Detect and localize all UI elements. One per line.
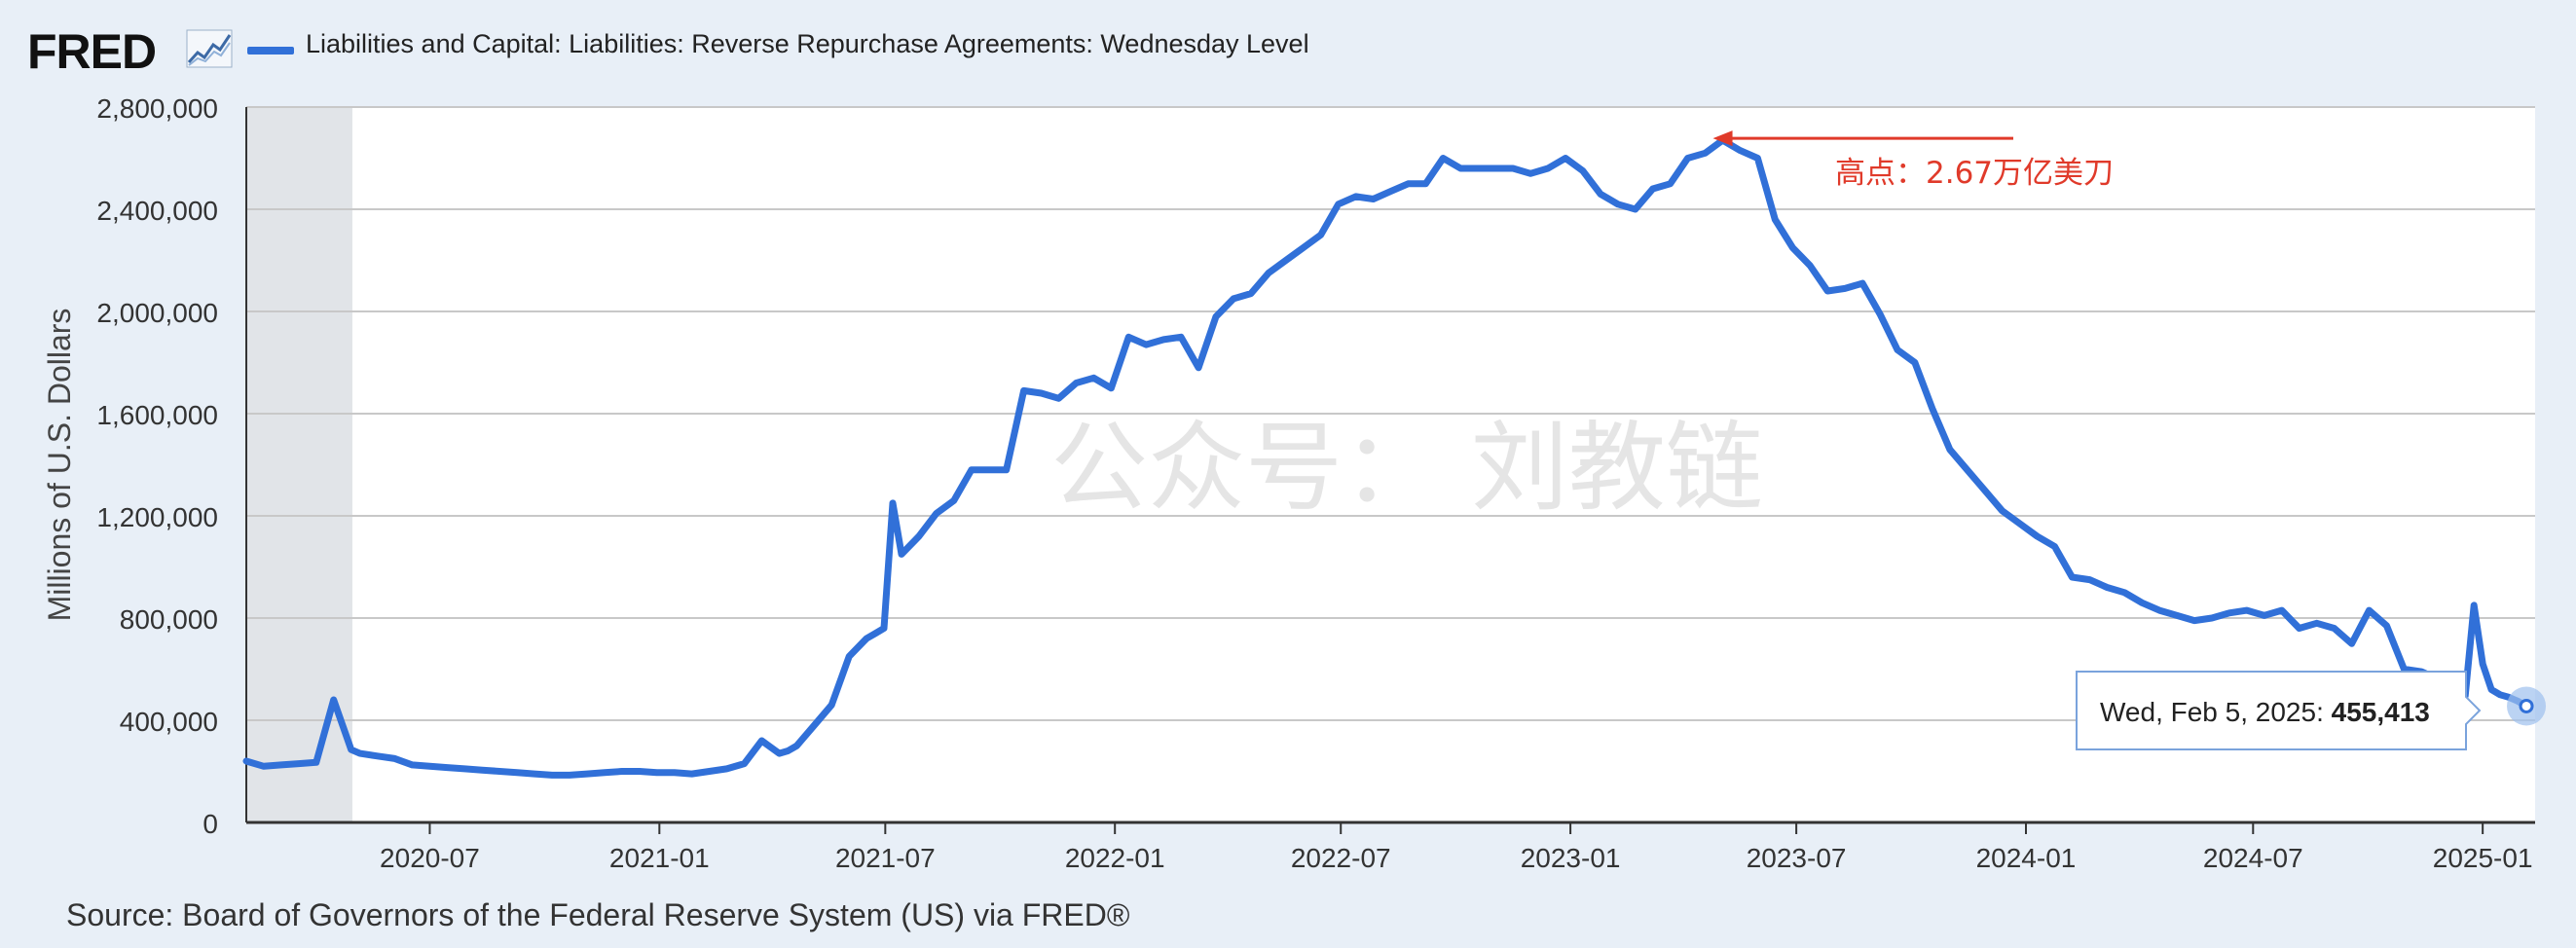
series-line[interactable]: [242, 136, 2530, 779]
highlight-point[interactable]: [2519, 698, 2534, 713]
x-tick-label: 2023-01: [1521, 843, 1621, 873]
x-tick-label: 2022-07: [1291, 843, 1391, 873]
legend-swatch: [247, 47, 294, 55]
trend-chart-icon: [186, 29, 233, 68]
source-note: Source: Board of Governors of the Federa…: [66, 897, 1130, 932]
y-tick-label: 1,600,000: [96, 400, 218, 430]
x-tick-label: 2024-01: [1976, 843, 2077, 873]
y-tick-label: 2,000,000: [96, 298, 218, 328]
watermark-text: 公众号： 刘教链: [1050, 411, 1763, 525]
tooltip-box: [2076, 671, 2482, 750]
peak-arrow-head: [1712, 130, 1733, 147]
y-tick-label: 1,200,000: [96, 502, 218, 532]
legend-series-label[interactable]: Liabilities and Capital: Liabilities: Re…: [306, 29, 1309, 58]
tooltip-text: Wed, Feb 5, 2025: 455,413: [2100, 697, 2430, 727]
y-tick-label: 2,400,000: [96, 196, 218, 226]
x-tick-label: 2024-07: [2203, 843, 2303, 873]
y-tick-label: 0: [202, 809, 218, 839]
x-tick-label: 2021-01: [609, 843, 710, 873]
y-tick-label: 400,000: [120, 707, 218, 737]
tooltip-date: Wed, Feb 5, 2025:: [2100, 697, 2332, 727]
x-tick-label: 2023-07: [1747, 843, 1847, 873]
x-tick-label: 2020-07: [380, 843, 480, 873]
peak-annotation-text: 高点：2.67万亿美刀: [1835, 156, 2114, 191]
y-tick-label: 2,800,000: [96, 93, 218, 124]
x-tick-label: 2022-01: [1065, 843, 1165, 873]
x-tick-label: 2021-07: [835, 843, 936, 873]
x-tick-label: 2025-01: [2433, 843, 2533, 873]
y-axis-label: Millions of U.S. Dollars: [42, 309, 77, 622]
tooltip-value: 455,413: [2332, 697, 2430, 727]
fred-logo[interactable]: FRED: [27, 24, 157, 79]
y-tick-label: 800,000: [120, 604, 218, 635]
